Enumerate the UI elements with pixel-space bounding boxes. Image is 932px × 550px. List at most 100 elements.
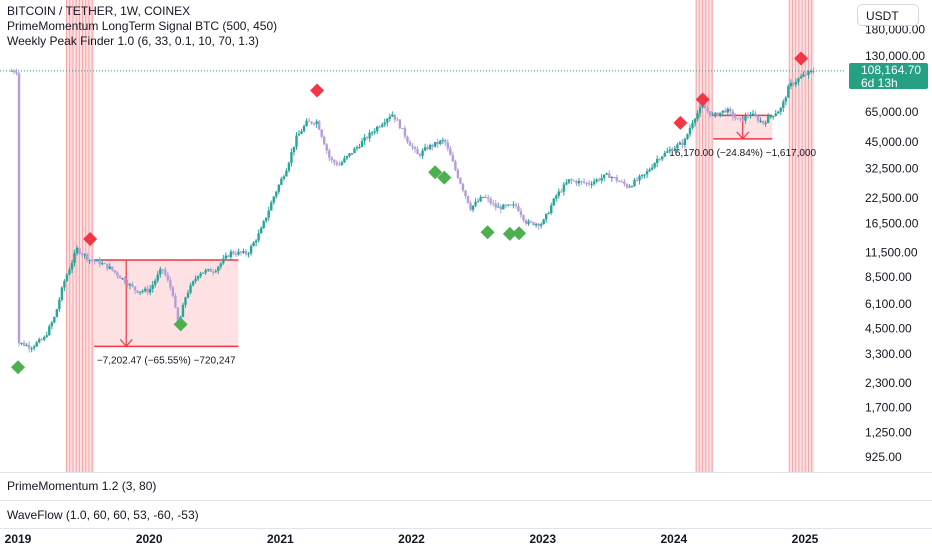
candle-body [797,78,800,82]
candle-body [618,180,621,182]
candle-body [772,115,775,117]
candle-body [754,113,757,117]
candle-body [431,144,434,147]
candle-body [15,72,18,74]
candle-body [550,205,553,214]
candle-body [522,215,525,221]
candle-body [459,177,462,184]
y-tick-label: 4,500.00 [865,322,912,336]
candle-body [779,108,782,112]
y-tick-label: 32,500.00 [865,161,919,175]
candle-body [323,136,326,145]
candle-body [534,223,538,226]
candle-body [88,259,91,261]
candle-body [529,221,533,223]
candle-body [635,179,639,181]
candle-body [484,196,487,198]
candle-body [257,233,260,241]
candle-body [242,250,245,253]
candle-body [746,115,750,117]
candle-body [512,204,515,206]
grid-lines [0,472,932,529]
candle-body [315,121,318,125]
candle-body [439,140,442,144]
candle-body [83,254,86,256]
candle-body [381,124,384,127]
candle-body [613,177,616,179]
candle-body [645,171,649,175]
candle-body [393,114,397,120]
candle-body [560,191,563,193]
candle-body [479,197,482,202]
candle-body [206,269,210,271]
candle-body [804,74,808,76]
currency-button[interactable]: USDT [857,4,919,26]
candle-body [671,149,674,151]
y-tick-label: 45,000.00 [865,135,919,149]
indicator-legend-1[interactable]: PrimeMomentum LongTerm Signal BTC (500, … [7,19,278,33]
candle-body [426,147,429,150]
candle-body [55,309,59,318]
sell-signal-marker [310,83,325,98]
candle-body [653,163,656,168]
indicator-legend-2[interactable]: Weekly Peak Finder 1.0 (6, 33, 0.1, 10, … [7,34,259,48]
candle-body [633,179,636,187]
buy-signal-marker [512,226,527,241]
candle-body [749,115,752,117]
candle-body [333,160,336,163]
signal-zones [66,0,815,472]
candle-body [638,176,641,181]
candle-body [43,336,46,340]
candle-body [191,281,195,286]
candle-body [792,82,795,85]
candle-body [37,339,41,343]
candle-body [476,201,480,203]
candle-body [151,284,154,289]
candle-body [663,152,666,157]
candle-body [375,126,379,132]
candle-body [22,342,26,346]
candle-body [706,108,709,112]
candle-body [290,152,293,163]
candle-body [719,112,722,116]
candle-body [620,181,624,183]
candle-body [575,180,578,184]
candle-body [580,180,583,182]
x-tick-label: 2020 [136,532,163,546]
candle-body [542,219,545,225]
pane-label-primemomentum[interactable]: PrimeMomentum 1.2 (3, 80) [7,479,157,493]
x-tick-label: 2022 [398,532,425,546]
candle-body [111,266,114,271]
candle-body [330,157,333,161]
candle-body [600,177,603,181]
candle-body [643,174,646,176]
candle-body [113,270,117,273]
candle-body [166,275,170,281]
candle-body [668,149,671,152]
pane-label-waveflow[interactable]: WaveFlow (1.0, 60, 60, 53, -60, -53) [7,508,199,522]
candle-body [703,104,707,109]
candle-body [164,269,167,276]
candle-body [275,191,278,197]
candle-body [751,113,755,116]
candle-body [630,186,634,188]
sell-signal-marker [695,92,710,107]
candle-body [517,205,520,212]
candle-body [219,263,223,267]
candle-body [126,282,129,286]
candle-body [237,251,240,255]
y-tick-label: 6,100.00 [865,297,912,311]
candle-body [340,162,344,165]
candle-body [678,142,682,145]
candle-body [302,125,306,132]
candle-body [688,128,692,135]
candle-body [648,169,651,172]
candle-body [48,326,51,336]
candle-body [201,272,205,274]
candle-body [396,119,399,121]
candle-body [539,224,543,226]
candle-body [280,178,283,185]
candle-body [585,182,588,184]
candle-body [65,274,69,281]
